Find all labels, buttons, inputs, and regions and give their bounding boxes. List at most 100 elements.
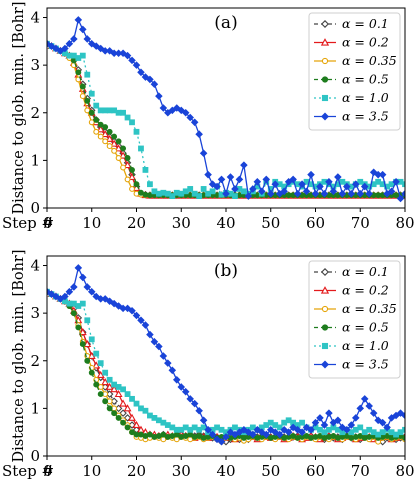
data-point <box>155 92 163 100</box>
data-point <box>79 52 86 59</box>
data-point <box>186 113 194 122</box>
data-point <box>65 39 74 48</box>
data-point <box>101 130 110 138</box>
data-point <box>70 310 77 317</box>
legend-label: α = 0.5 <box>342 320 389 335</box>
data-point <box>289 423 297 432</box>
y-tick-label: 2 <box>30 104 40 122</box>
data-point <box>208 430 217 439</box>
data-point <box>120 145 127 152</box>
data-point <box>298 180 306 188</box>
data-point <box>106 405 113 412</box>
legend-marker <box>320 38 330 46</box>
legend-marker <box>321 305 329 313</box>
series-group <box>47 264 405 446</box>
legend-marker <box>321 94 329 102</box>
data-point <box>249 430 257 439</box>
data-point <box>128 306 136 315</box>
data-point <box>195 130 203 138</box>
legend-marker <box>321 360 329 369</box>
data-point <box>200 424 207 431</box>
data-point <box>284 178 293 186</box>
y-tick-label: 4 <box>30 257 40 275</box>
data-point <box>311 189 320 198</box>
data-point <box>97 384 104 390</box>
data-point <box>334 416 342 425</box>
data-point <box>146 330 154 339</box>
data-point <box>47 39 51 48</box>
data-point <box>284 428 293 436</box>
data-point <box>87 287 96 296</box>
data-point <box>275 189 284 198</box>
data-point <box>249 185 257 193</box>
data-point <box>129 119 135 126</box>
data-point <box>70 35 78 43</box>
data-point <box>128 413 136 421</box>
data-point <box>138 145 144 152</box>
data-point <box>105 47 114 55</box>
data-point <box>289 175 297 184</box>
data-point <box>105 382 114 390</box>
data-point <box>195 406 203 415</box>
data-point <box>213 435 221 444</box>
data-point <box>190 399 199 408</box>
data-point <box>79 93 86 100</box>
data-point <box>325 178 333 186</box>
legend-label: α = 0.35 <box>342 301 397 316</box>
data-point <box>181 108 190 117</box>
data-point <box>316 414 324 422</box>
legend-marker <box>321 268 329 276</box>
data-point <box>106 376 113 383</box>
data-point <box>329 418 338 427</box>
y-tick-label: 3 <box>30 304 40 322</box>
data-point <box>111 147 118 154</box>
data-point <box>258 428 266 436</box>
data-point <box>168 366 177 375</box>
legend-marker <box>321 20 329 28</box>
y-tick-label: 1 <box>30 399 40 417</box>
data-point <box>204 426 212 434</box>
data-point <box>164 108 172 117</box>
data-point <box>93 381 100 388</box>
data-point <box>258 187 266 196</box>
legend-marker <box>321 342 329 350</box>
data-point <box>275 430 284 439</box>
data-point <box>75 69 82 76</box>
legend-label: α = 0.5 <box>342 72 389 87</box>
data-point <box>334 173 342 181</box>
legend-marker <box>321 112 329 121</box>
x-tick-label: 0 <box>43 462 53 480</box>
data-point <box>299 419 305 426</box>
data-point <box>271 428 280 436</box>
data-point <box>120 386 126 393</box>
data-point <box>226 173 235 181</box>
data-point <box>119 49 127 58</box>
data-point <box>56 295 65 303</box>
data-point <box>356 404 365 413</box>
x-axis-label: Step # <box>2 214 54 232</box>
data-point <box>102 369 109 376</box>
y-axis-label: Distance to glob. min. [Bohr] <box>11 1 27 214</box>
data-point <box>360 182 369 191</box>
data-point <box>93 116 100 123</box>
data-point <box>61 44 69 53</box>
x-tick-label: 20 <box>127 214 146 232</box>
data-point <box>262 430 271 439</box>
data-point <box>293 189 302 198</box>
data-point <box>123 161 132 169</box>
x-tick-label: 80 <box>395 214 414 232</box>
data-point <box>92 42 101 50</box>
x-axis-label: Step # <box>2 462 54 480</box>
data-point <box>93 350 100 357</box>
data-point <box>110 299 118 308</box>
legend-label: α = 0.1 <box>342 16 389 31</box>
legend-marker <box>321 57 329 65</box>
data-point <box>83 339 92 348</box>
data-point <box>128 172 136 180</box>
x-tick-label: 0 <box>43 214 53 232</box>
data-point <box>320 189 329 198</box>
data-point <box>222 433 230 441</box>
data-point <box>79 83 86 90</box>
data-point <box>402 181 405 188</box>
